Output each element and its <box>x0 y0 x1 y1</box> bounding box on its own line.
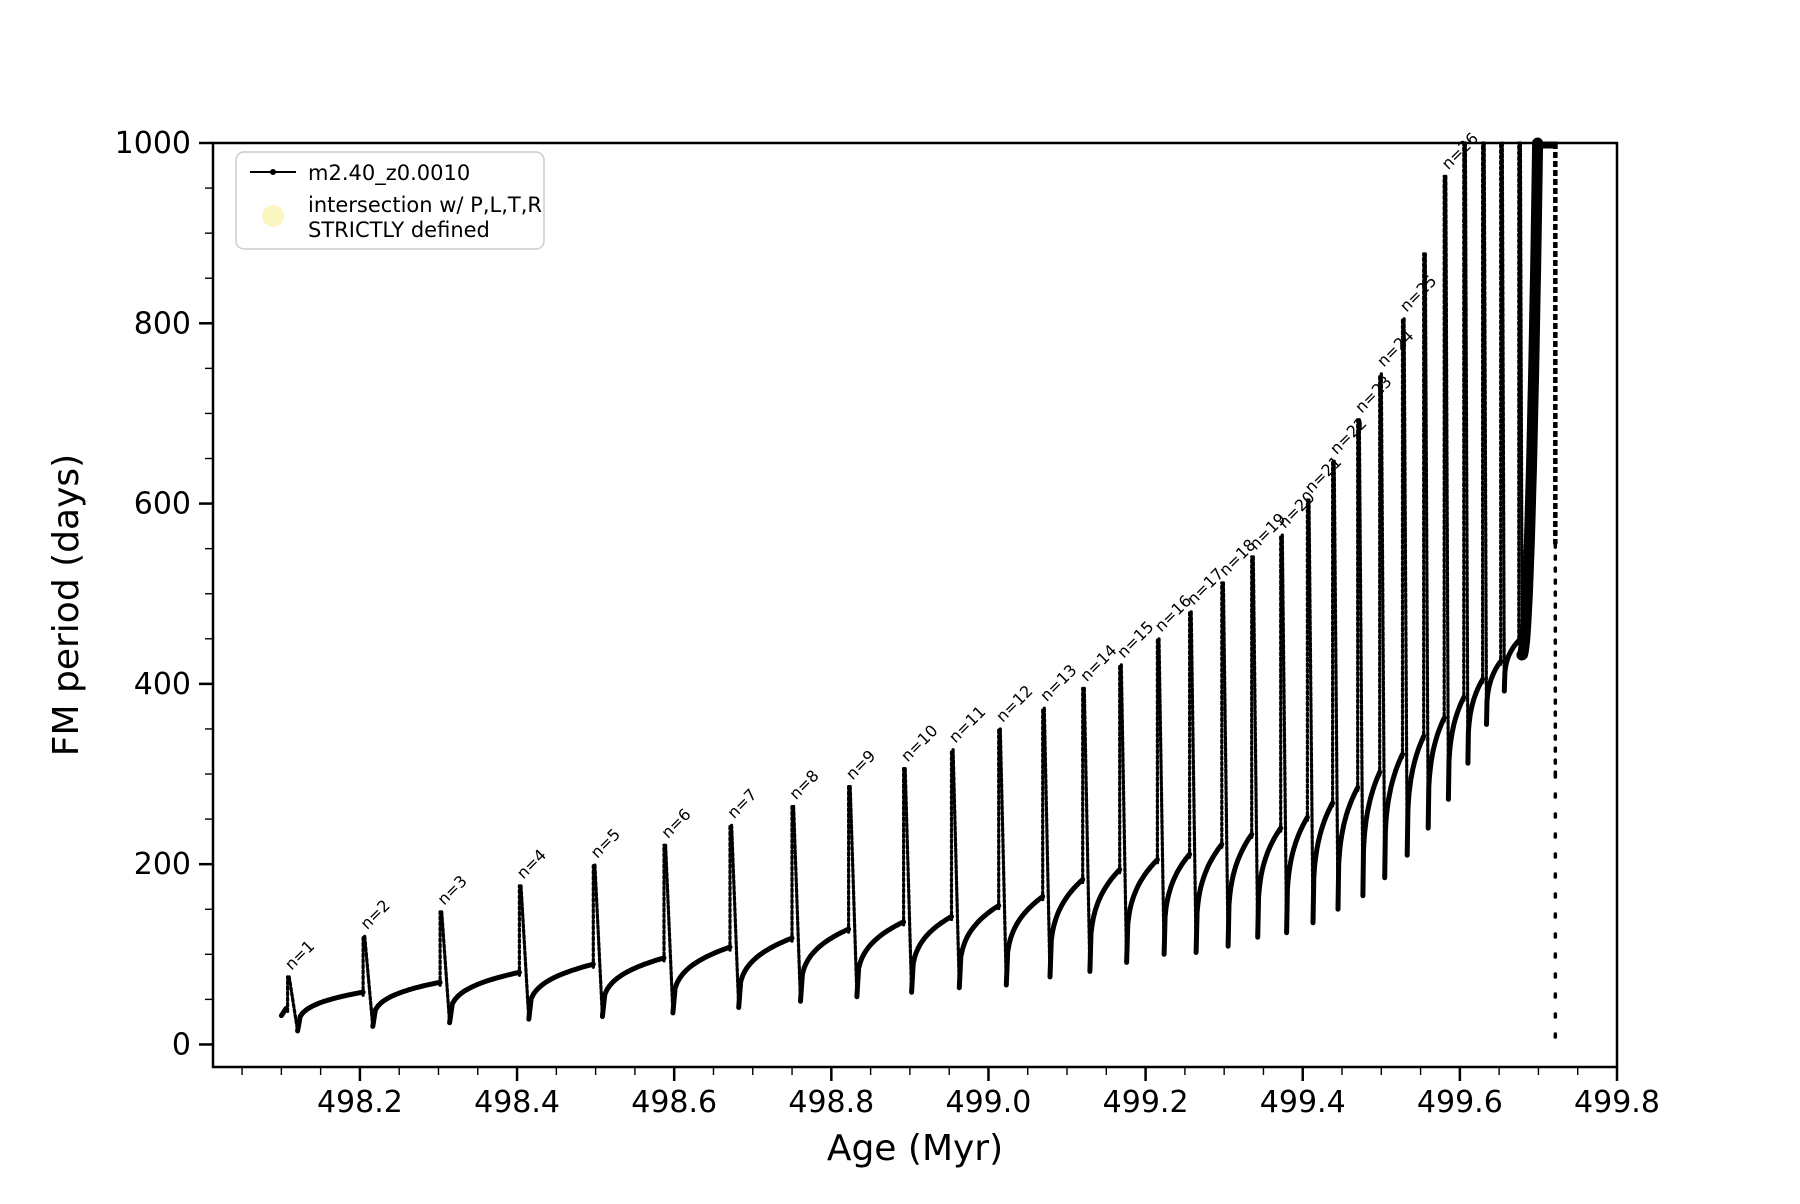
spike-down <box>1444 174 1450 801</box>
spike-down <box>1189 610 1198 955</box>
spike-down <box>792 804 803 1003</box>
spike-label: n=24 <box>1373 326 1417 370</box>
spike-label: n=11 <box>945 702 989 746</box>
spike-down <box>1357 418 1365 898</box>
spike-label: n=3 <box>433 871 470 908</box>
spike-down <box>1332 459 1340 911</box>
legend-box <box>235 151 545 250</box>
spike-down <box>1482 141 1489 726</box>
spike-down <box>1307 498 1315 925</box>
spike-down <box>1500 141 1506 693</box>
x-tick-label: 498.6 <box>631 1085 717 1120</box>
spike-down <box>1119 663 1129 964</box>
spike-label: n=25 <box>1396 271 1440 315</box>
spike-label: n=15 <box>1113 617 1157 661</box>
spike-label: n=13 <box>1036 661 1080 705</box>
spike-down <box>1082 686 1092 973</box>
legend: m2.40_z0.0010 intersection w/ P,L,T,R ST… <box>235 151 545 250</box>
tick-labels: 498.2 498.4 498.6 498.8 499.0 499.2 499.4 499.6… <box>115 126 1660 1120</box>
spike-label: n=8 <box>785 766 822 803</box>
spike-down <box>1423 252 1430 830</box>
spike-down <box>1221 581 1230 948</box>
x-tick-label: 499.6 <box>1417 1085 1503 1120</box>
spike-down <box>1379 372 1387 880</box>
legend-line-marker-dot <box>270 169 276 175</box>
spike-annotation-labels: n=1n=2n=3n=4n=5n=6n=7n=8n=9 n=10 n=11 n=12 n… <box>281 129 1482 974</box>
legend-intersection-marker <box>262 205 284 227</box>
x-tick-label: 498.4 <box>474 1085 560 1120</box>
spike-down <box>593 863 604 1019</box>
spike-label: n=7 <box>723 785 760 822</box>
spike-label: n=9 <box>842 746 879 783</box>
spike-down <box>1157 637 1166 956</box>
major-ticks <box>199 141 1619 1081</box>
spike-down <box>1402 317 1409 857</box>
spike-label: n=21 <box>1301 452 1345 496</box>
y-tick-label: 600 <box>134 487 191 522</box>
spike-down <box>848 785 859 999</box>
y-tick-label: 400 <box>134 667 191 702</box>
legend-entry-2-line1: intersection w/ P,L,T,R <box>308 193 542 217</box>
legend-entry-2-line2: STRICTLY defined <box>308 218 490 242</box>
spike-down <box>287 975 300 1033</box>
y-tick-label: 1000 <box>115 126 191 161</box>
spike-label: n=23 <box>1351 372 1395 416</box>
axes-frame <box>211 141 1619 1069</box>
spike-down <box>440 910 452 1025</box>
spike-down <box>1463 141 1470 765</box>
spike-down <box>519 884 531 1021</box>
legend-entry-1-label: m2.40_z0.0010 <box>308 161 470 186</box>
spike-down <box>363 934 375 1028</box>
spike-label: n=4 <box>513 845 550 882</box>
spike-down <box>1042 706 1052 979</box>
spike-label: n=2 <box>356 896 393 933</box>
spike-label: n=22 <box>1326 414 1370 458</box>
x-tick-label: 499.4 <box>1260 1085 1346 1120</box>
spike-down <box>730 823 741 1010</box>
spike-label: n=5 <box>587 825 624 862</box>
spike-down <box>951 748 961 990</box>
x-tick-label: 498.8 <box>788 1085 874 1120</box>
x-tick-label: 499.8 <box>1574 1085 1660 1120</box>
minor-ticks <box>205 187 1579 1075</box>
spike-down <box>664 843 675 1015</box>
y-tick-label: 800 <box>134 306 191 341</box>
y-axis-label: FM period (days) <box>46 454 87 756</box>
x-tick-label: 498.2 <box>317 1085 403 1120</box>
base-curve <box>278 638 1522 1034</box>
spike-down <box>998 727 1008 987</box>
y-tick-label: 200 <box>134 847 191 882</box>
series-m240-z00010 <box>278 137 1558 1040</box>
runaway-curve <box>1516 137 1544 661</box>
spike-label: n=10 <box>897 721 941 765</box>
spike-label: n=26 <box>1438 129 1482 173</box>
spike-label: n=1 <box>281 936 318 973</box>
spike-down <box>903 767 914 994</box>
spike-down <box>1251 555 1260 939</box>
x-tick-label: 499.2 <box>1103 1085 1189 1120</box>
spike-down <box>1280 533 1289 935</box>
spike-label: n=6 <box>657 805 694 842</box>
x-tick-label: 499.0 <box>946 1085 1032 1120</box>
spike-down <box>1518 141 1524 657</box>
y-tick-label: 0 <box>172 1027 191 1062</box>
spike-label: n=12 <box>992 681 1036 725</box>
x-axis-label: Age (Myr) <box>827 1128 1003 1169</box>
